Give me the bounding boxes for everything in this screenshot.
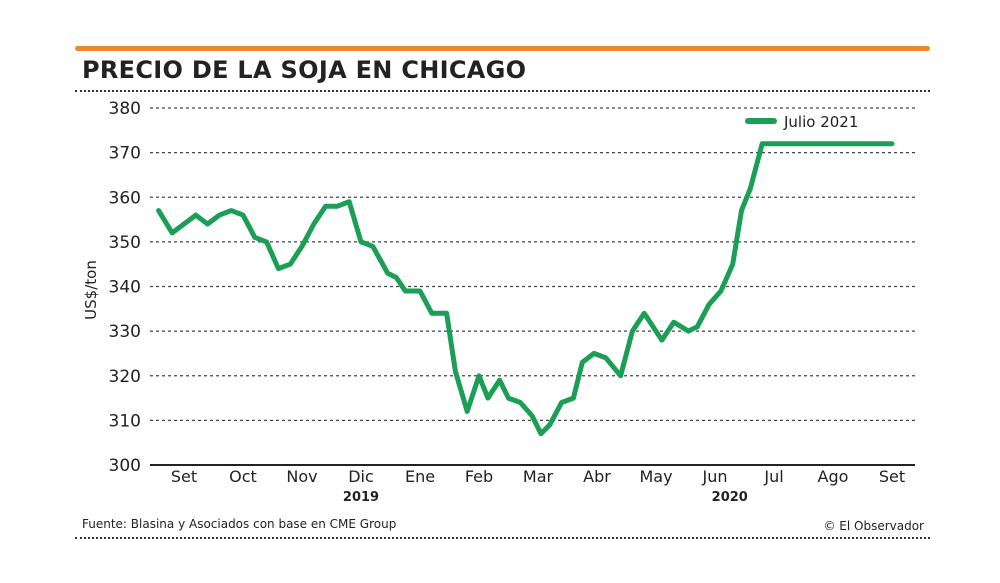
x-tick-label: Abr [583,467,611,486]
source-note: Fuente: Blasina y Asociados con base en … [82,517,397,531]
year-label: 2020 [712,490,748,505]
page-title: PRECIO DE LA SOJA EN CHICAGO [82,56,527,84]
grid-lines [150,107,915,466]
legend-label: Julio 2021 [783,113,858,131]
year-label: 2019 [343,490,379,505]
x-tick-label: Jul [763,467,783,486]
x-tick-labels: Set Oct Nov Dic Ene Feb Mar Abr May Jun Jul Ago Set [171,467,905,486]
x-tick-label: Jun [702,467,728,486]
y-tick-label: 330 [109,322,141,342]
x-tick-label: Oct [229,467,257,486]
x-tick-label: Set [171,467,197,486]
y-tick-label: 320 [109,367,141,387]
year-labels: 2019 2020 [343,490,748,505]
x-tick-label: Ago [818,467,849,486]
x-tick-label: Set [879,467,905,486]
y-tick-label: 340 [109,278,141,298]
y-tick-label: 310 [109,411,141,431]
y-tick-label: 380 [109,99,141,119]
top-accent-rule [75,46,930,51]
series-layer [156,141,895,437]
x-tick-label: Ene [405,467,435,486]
credit-note: © El Observador [823,519,924,533]
footer-divider [75,537,930,539]
x-tick-label: May [639,467,672,486]
y-tick-label: 350 [109,233,141,253]
x-tick-label: Dic [348,467,374,486]
y-axis-label: US$/ton [82,260,100,320]
y-tick-label: 300 [109,456,141,476]
y-tick-label: 370 [109,144,141,164]
title-divider [75,90,930,92]
x-tick-label: Nov [286,467,317,486]
y-tick-label: 360 [109,188,141,208]
x-tick-label: Mar [523,467,554,486]
legend: Julio 2021 [745,113,858,131]
y-tick-labels: 300 310 320 330 340 350 360 370 380 [109,99,141,476]
series-line [156,141,895,437]
x-tick-label: Feb [465,467,493,486]
